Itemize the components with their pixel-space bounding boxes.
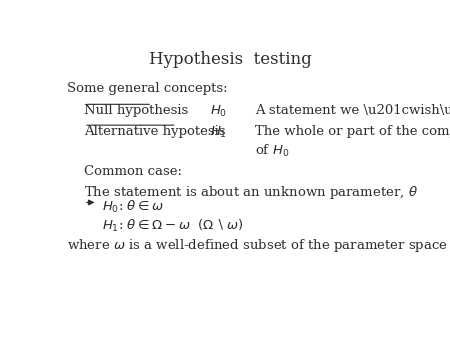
- Text: The whole or part of the complement: The whole or part of the complement: [255, 125, 450, 138]
- Text: Alternative hypotesis: Alternative hypotesis: [84, 125, 225, 138]
- Text: where $\omega$ is a well-defined subset of the parameter space $\Omega$: where $\omega$ is a well-defined subset …: [67, 237, 450, 254]
- Text: $H_0$: $\theta \in \omega$: $H_0$: $\theta \in \omega$: [102, 199, 164, 215]
- Text: Hypothesis  testing: Hypothesis testing: [149, 51, 312, 68]
- Text: $H_1$: $H_1$: [210, 125, 227, 140]
- Text: The statement is about an unknown parameter, $\theta$: The statement is about an unknown parame…: [84, 184, 418, 201]
- Text: of $H_0$: of $H_0$: [255, 143, 289, 160]
- Text: Some general concepts:: Some general concepts:: [67, 82, 227, 95]
- Text: Null hypothesis: Null hypothesis: [84, 104, 189, 117]
- Text: $H_0$: $H_0$: [210, 104, 227, 119]
- Text: $H_1$: $\theta \in \Omega - \omega$  $(\Omega \setminus \omega)$: $H_1$: $\theta \in \Omega - \omega$ $(\O…: [102, 218, 243, 234]
- Text: Common case:: Common case:: [84, 166, 182, 178]
- Text: A statement we \u201cwish\u201d to refute: A statement we \u201cwish\u201d to refut…: [255, 104, 450, 117]
